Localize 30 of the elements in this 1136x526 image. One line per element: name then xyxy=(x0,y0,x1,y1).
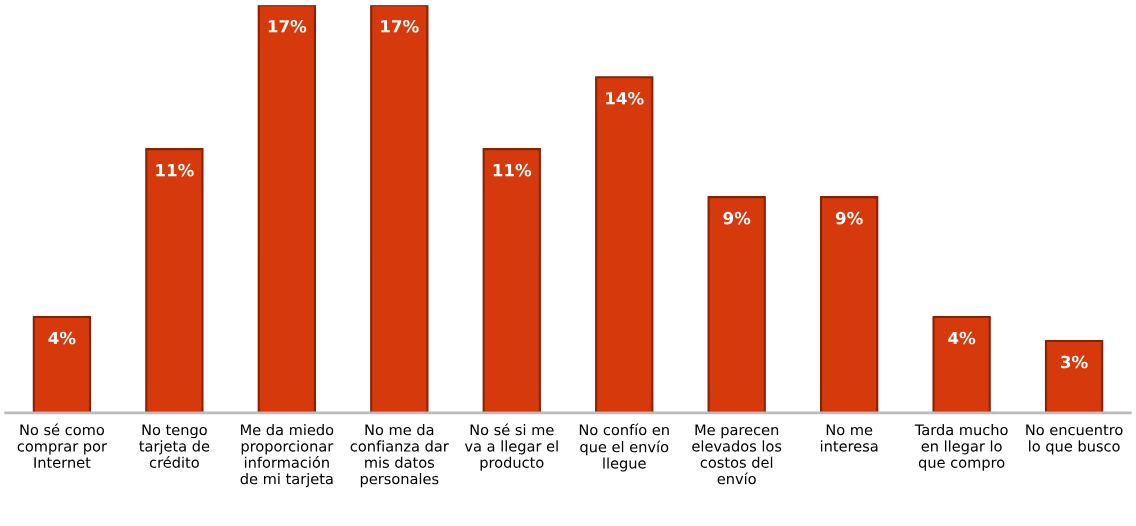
x-tick-label: Me parecen elevados los costos del envío xyxy=(692,424,782,485)
x-tick-label: Tarda mucho en llegar lo que compro xyxy=(914,424,1008,471)
data-label: 17% xyxy=(268,19,307,33)
x-tick-label: No encuentro lo que busco xyxy=(1026,424,1123,455)
bar xyxy=(370,5,429,413)
x-tick-label: No tengo tarjeta de crédito xyxy=(139,424,210,468)
bar xyxy=(145,148,204,413)
bar xyxy=(1044,339,1104,413)
data-label: 9% xyxy=(723,211,751,225)
x-tick-label: No me da confianza dar mis datos personales xyxy=(350,424,449,488)
data-label: 11% xyxy=(156,163,194,177)
x-tick-label: No sé si me va a llegar el producto xyxy=(464,423,558,471)
bar xyxy=(932,315,991,413)
data-label: 3% xyxy=(1061,355,1088,369)
bar xyxy=(820,196,879,413)
x-tick-label: No sé como comprar por Internet xyxy=(17,423,107,468)
bar xyxy=(482,148,541,413)
bar xyxy=(707,196,766,413)
bar xyxy=(32,315,92,413)
data-label: 14% xyxy=(606,91,644,105)
x-tick-label: No confío en que el envío llegue xyxy=(579,423,669,472)
data-label: 4% xyxy=(48,331,76,345)
data-label: 17% xyxy=(381,19,419,33)
bar xyxy=(257,5,316,413)
bar xyxy=(595,76,654,413)
x-tick-label: No me interesa xyxy=(820,424,878,452)
x-tick-label: Me da miedo proporcionar información de mi tarjeta xyxy=(240,424,334,488)
data-label: 11% xyxy=(493,163,532,177)
data-label: 4% xyxy=(948,331,976,345)
data-label: 9% xyxy=(835,211,863,225)
